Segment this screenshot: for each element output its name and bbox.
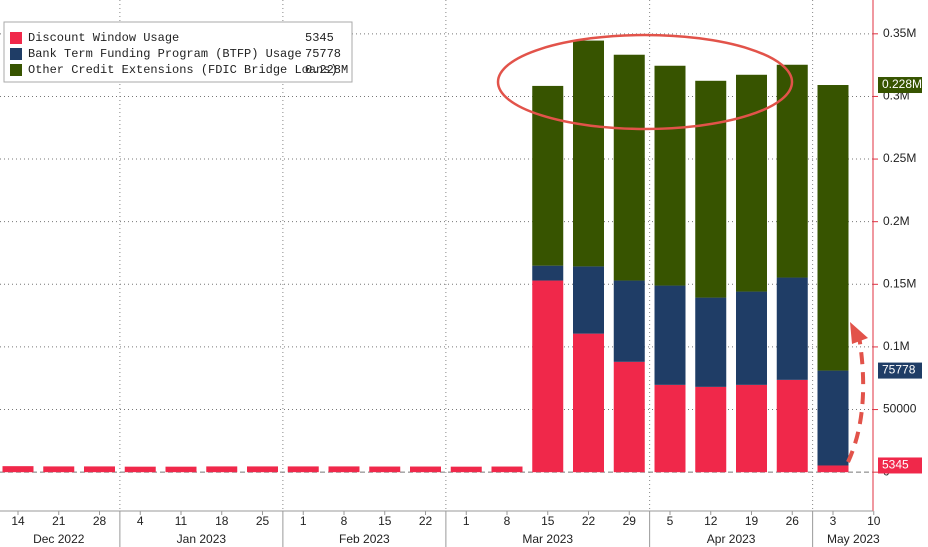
- x-tick-label: 14: [11, 514, 25, 528]
- bar-segment: [613, 54, 645, 281]
- bar-segment: [491, 466, 523, 473]
- bar-segment: [532, 85, 564, 266]
- x-tick-label: 1: [300, 514, 307, 528]
- bar-segment: [532, 280, 564, 473]
- bar-segment: [817, 85, 849, 371]
- legend-box: [3, 21, 353, 83]
- bar-segment: [43, 466, 75, 473]
- month-label: Feb 2023: [339, 532, 390, 546]
- bar-segment: [736, 291, 767, 385]
- value-tag: [878, 77, 922, 94]
- bar-segment: [206, 466, 238, 473]
- x-tick-label: 15: [378, 514, 392, 528]
- x-tick-label: 25: [256, 514, 270, 528]
- bar-segment: [695, 386, 727, 473]
- legend-label: Other Credit Extensions (FDIC Bridge Loa…: [28, 63, 338, 77]
- legend-label: Bank Term Funding Program (BTFP) Usage: [28, 47, 302, 61]
- x-tick-label: 26: [786, 514, 800, 528]
- x-tick-label: 8: [504, 514, 511, 528]
- bar-segment: [84, 466, 115, 473]
- x-tick-label: 19: [745, 514, 759, 528]
- value-tag: [878, 362, 922, 379]
- bar-segment: [776, 277, 808, 380]
- legend-label: Discount Window Usage: [28, 31, 179, 45]
- x-tick-label: 29: [623, 514, 637, 528]
- x-tick-label: 10: [867, 514, 881, 528]
- x-tick-label: 28: [93, 514, 107, 528]
- bar-segment: [2, 466, 34, 473]
- bar-segment: [573, 40, 604, 267]
- bar-segment: [736, 384, 767, 473]
- legend-value: 0.228M: [305, 63, 348, 77]
- x-tick-label: 21: [52, 514, 66, 528]
- bar-segment: [695, 80, 727, 298]
- legend-value: 75778: [305, 47, 341, 61]
- highlight-ellipse: [496, 33, 794, 131]
- bar-segment: [369, 466, 401, 473]
- y-tick-label: 0.2M: [883, 214, 910, 228]
- bar-segment: [287, 466, 319, 473]
- value-tag-label: 5345: [882, 458, 909, 472]
- x-tick-label: 1: [463, 514, 470, 528]
- bar-segment: [736, 74, 767, 292]
- bar-segment: [776, 379, 808, 473]
- bar-segment: [654, 384, 686, 473]
- bar-segment: [573, 266, 604, 334]
- bar-segment: [654, 285, 686, 385]
- bar-segment: [165, 466, 197, 473]
- x-tick-label: 18: [215, 514, 229, 528]
- x-tick-label: 11: [175, 514, 188, 528]
- bar-segment: [613, 361, 645, 473]
- bar-segment: [695, 297, 727, 387]
- bar-segment: [410, 466, 441, 473]
- x-tick-label: 12: [704, 514, 718, 528]
- value-tag-label: 75778: [882, 363, 916, 377]
- month-label: Mar 2023: [522, 532, 573, 546]
- bar-segment: [450, 466, 482, 473]
- bar-segment: [247, 466, 278, 473]
- bar-segment: [328, 466, 360, 473]
- legend-swatch: [10, 32, 22, 44]
- y-tick-label: 0.1M: [883, 339, 910, 353]
- annotation-arrow: [846, 329, 866, 463]
- bar-segment: [613, 280, 645, 362]
- month-label: Dec 2022: [33, 532, 85, 546]
- value-tag-label: 0.228M: [882, 77, 922, 91]
- bar-segment: [654, 65, 686, 286]
- bar-segment: [124, 466, 156, 473]
- month-label: Apr 2023: [707, 532, 756, 546]
- x-tick-label: 22: [582, 514, 596, 528]
- month-label: Jan 2023: [177, 532, 227, 546]
- y-tick-label: 0.15M: [883, 276, 916, 290]
- legend-swatch: [10, 48, 22, 60]
- bar-segment: [573, 333, 604, 473]
- y-tick-label: 50000: [883, 402, 917, 416]
- x-tick-label: 8: [341, 514, 348, 528]
- y-tick-label: 0.25M: [883, 151, 916, 165]
- y-tick-label: 0.35M: [883, 26, 916, 40]
- bar-segment: [817, 465, 849, 473]
- bar-segment: [776, 64, 808, 278]
- x-tick-label: 4: [137, 514, 144, 528]
- month-label: May 2023: [827, 532, 880, 546]
- legend-swatch: [10, 64, 22, 76]
- x-tick-label: 5: [667, 514, 674, 528]
- value-tag: [878, 457, 922, 474]
- bar-segment: [817, 370, 849, 466]
- x-tick-label: 15: [541, 514, 555, 528]
- x-tick-label: 22: [419, 514, 433, 528]
- legend-value: 5345: [305, 31, 334, 45]
- bar-segment: [532, 265, 564, 281]
- x-tick-label: 3: [830, 514, 837, 528]
- arrow-head: [850, 322, 868, 344]
